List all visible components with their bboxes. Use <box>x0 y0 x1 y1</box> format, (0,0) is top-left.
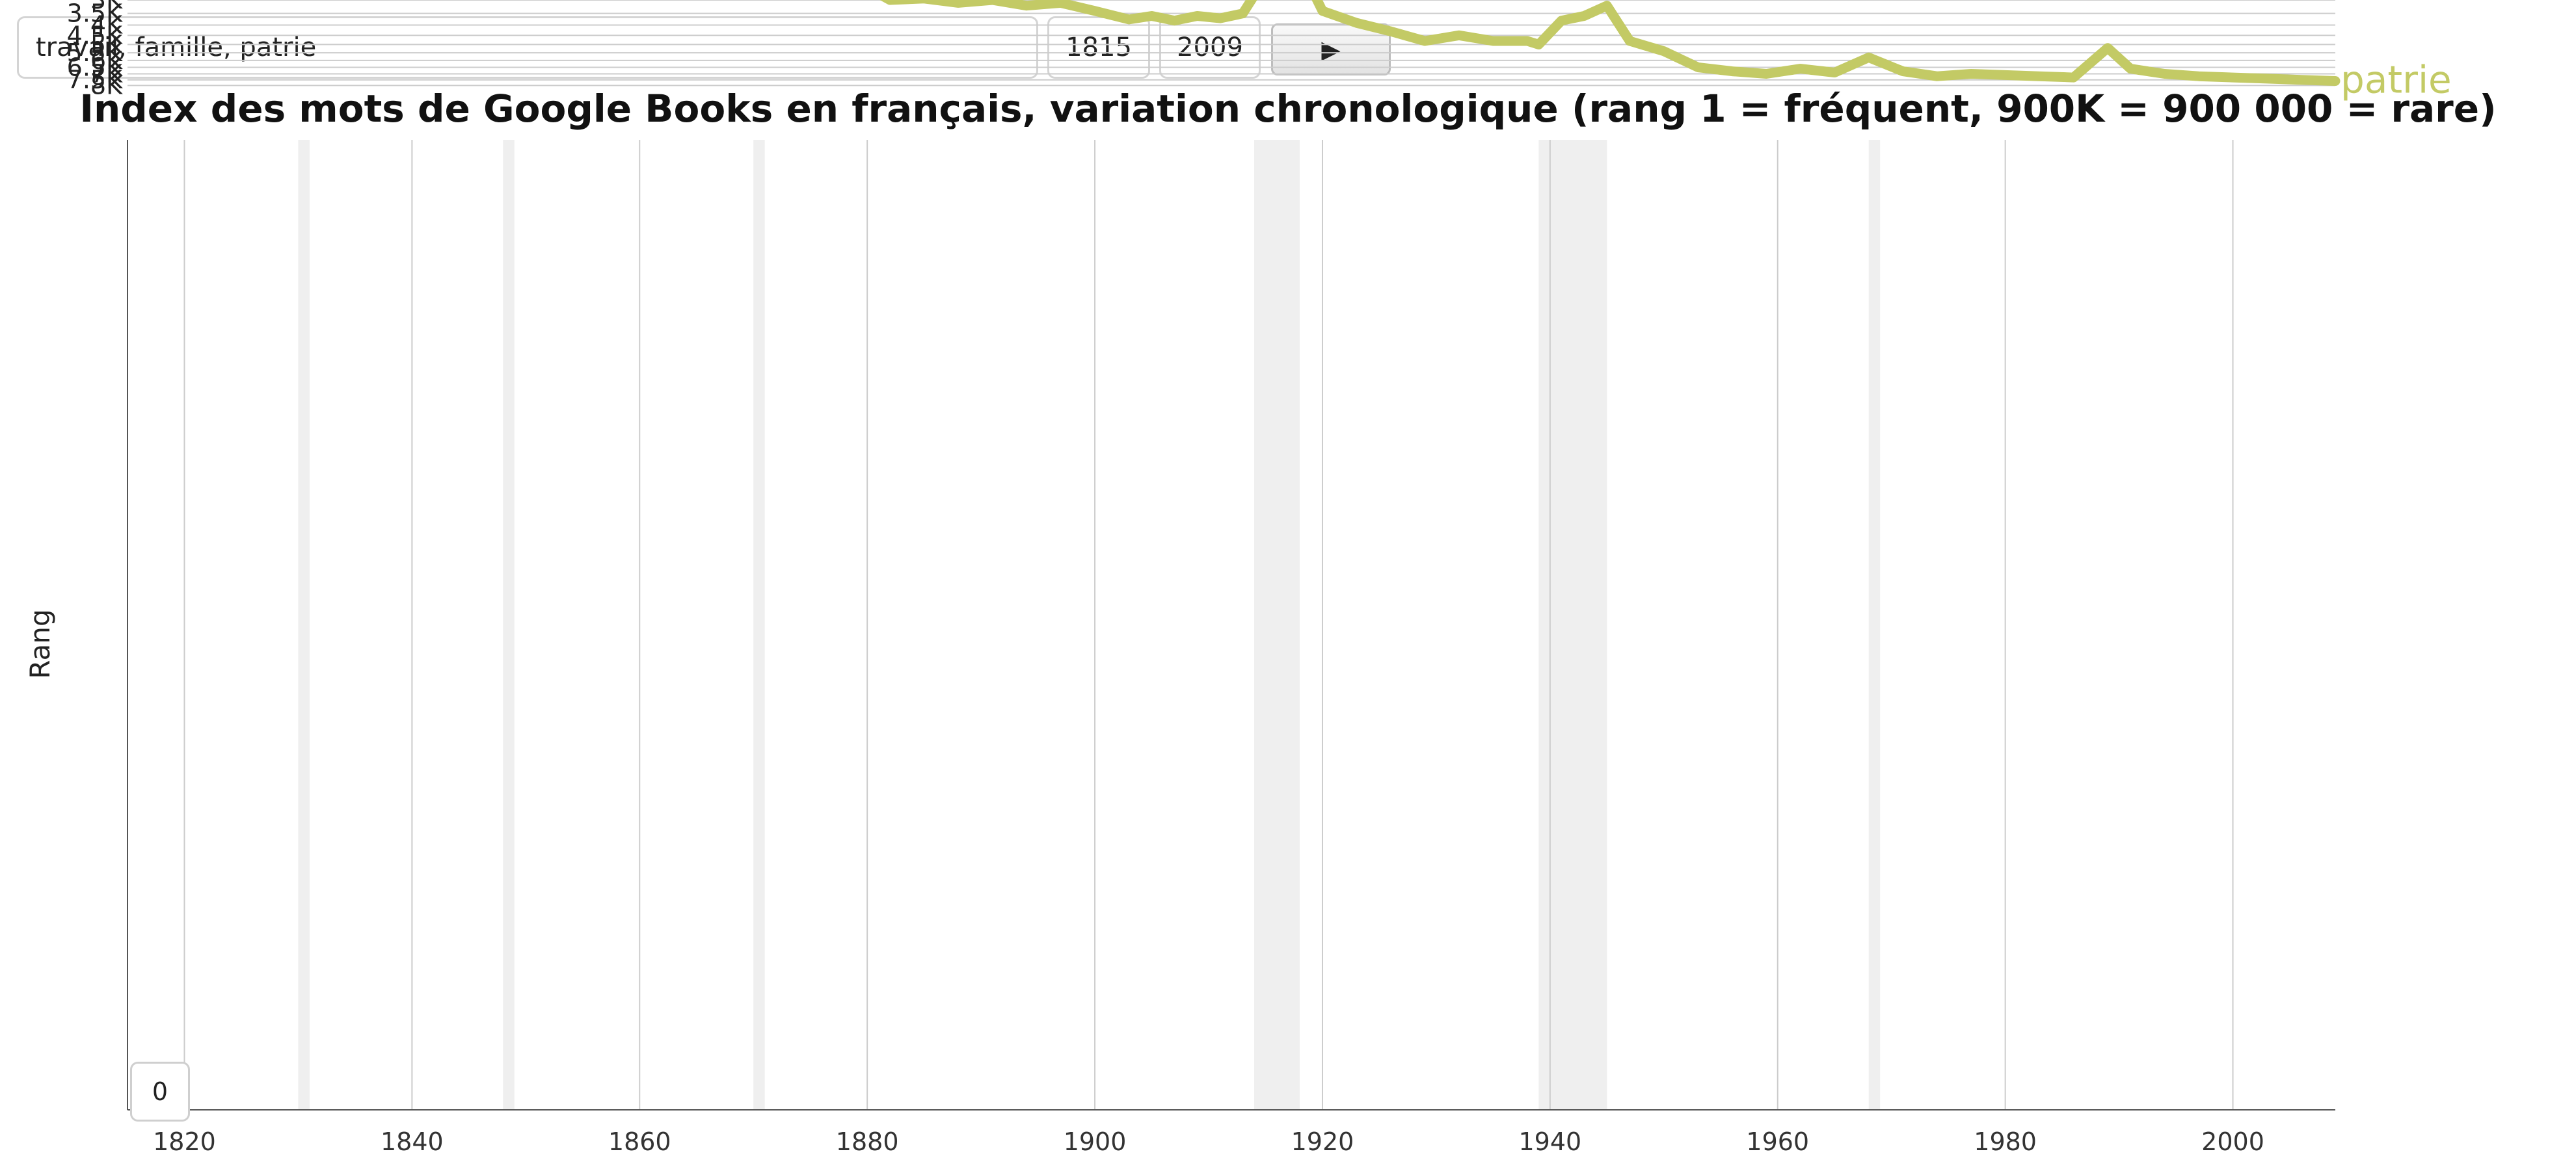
x-tick-label: 1980 <box>1974 1127 2037 1156</box>
y-tick-label: 6K <box>90 46 123 75</box>
grid <box>127 0 2335 1110</box>
x-tick-label: 2000 <box>2201 1127 2264 1156</box>
y-tick-label: 3K <box>90 0 123 14</box>
war-shade-band <box>1254 140 1300 1110</box>
war-shade-band <box>1868 140 1881 1110</box>
x-tick-label: 1940 <box>1518 1127 1581 1156</box>
axes: 1820 1840 1860 1880 1900 1920 1940 1960 1980 2000… <box>24 0 2335 1156</box>
x-tick-label: 1820 <box>153 1127 216 1156</box>
search-input[interactable] <box>17 16 1038 79</box>
y-tick-label: 4K <box>90 11 123 40</box>
x-tick-label: 1900 <box>1064 1127 1127 1156</box>
y-tick-label: 7K <box>90 59 123 88</box>
x-tick-label: 1960 <box>1746 1127 1809 1156</box>
x-tick-label: 1860 <box>608 1127 671 1156</box>
war-shade-band <box>1538 140 1607 1110</box>
y-tick-label: 5K <box>90 30 123 59</box>
series-labels: travailfamillepatrie <box>2341 57 2452 101</box>
x-tick-label: 1840 <box>381 1127 444 1156</box>
x-tick-label: 1880 <box>836 1127 899 1156</box>
start-year-input[interactable] <box>1047 16 1150 79</box>
series-line-patrie <box>879 0 2341 86</box>
war-shading <box>298 140 1881 1110</box>
y-tick-label: 8K <box>90 71 123 100</box>
y-tick-label: 4.5K <box>67 21 123 49</box>
x-tick-label: 1920 <box>1291 1127 1354 1156</box>
y-axis-label: Rang <box>24 609 56 679</box>
play-icon: ▶ <box>1321 35 1341 64</box>
y-tick-label: 3.5K <box>67 0 123 28</box>
war-shade-band <box>298 140 310 1110</box>
war-shade-band <box>753 140 765 1110</box>
end-year-input[interactable] <box>1159 16 1261 79</box>
y-tick-label: 7.5K <box>67 66 123 94</box>
smoothing-input[interactable] <box>130 1062 190 1122</box>
y-tick-label: 6.5K <box>67 53 123 82</box>
series-label-patrie: patrie <box>2341 57 2452 101</box>
chart-title: Index des mots de Google Books en frança… <box>79 87 2497 131</box>
y-tick-label: 5.5K <box>67 38 123 67</box>
series-lines <box>879 0 2341 86</box>
war-shade-band <box>503 140 515 1110</box>
